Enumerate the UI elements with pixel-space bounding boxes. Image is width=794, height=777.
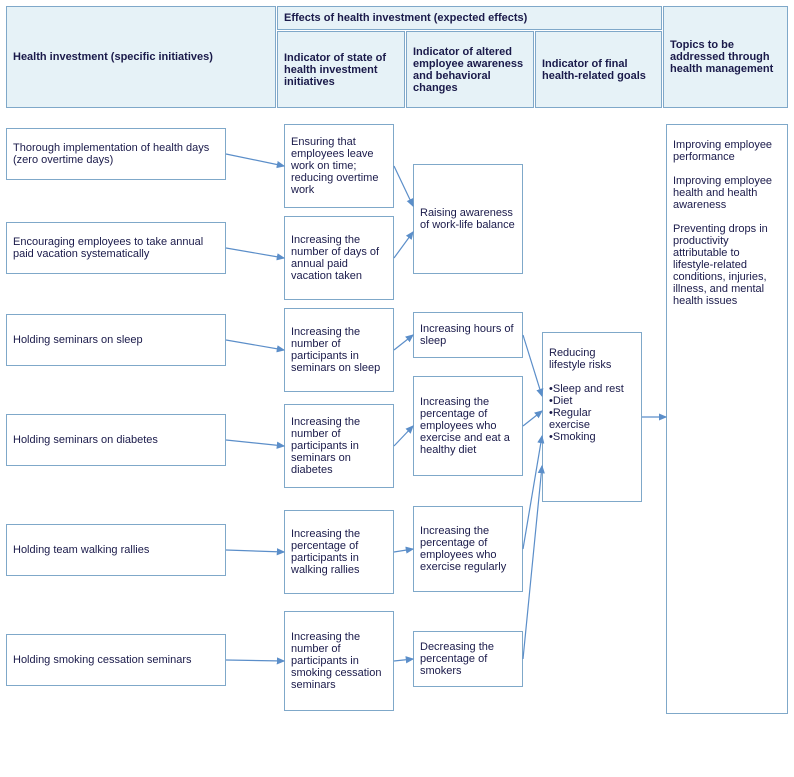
h-col3: Indicator of altered employee awareness …: [406, 31, 534, 108]
c2-text: Increasing hours of sleep: [420, 323, 516, 347]
arrow-10: [394, 549, 413, 552]
arrow-11: [394, 659, 413, 661]
c3: Increasing the percentage of employees w…: [413, 376, 523, 476]
a3-text: Holding seminars on sleep: [13, 334, 143, 346]
a1: Thorough implementation of health days (…: [6, 128, 226, 180]
arrow-5: [226, 660, 284, 661]
c4: Increasing the percentage of employees w…: [413, 506, 523, 592]
b4: Increasing the number of participants in…: [284, 404, 394, 488]
a1-text: Thorough implementation of health days (…: [13, 142, 219, 166]
arrow-12: [523, 335, 542, 396]
c4-text: Increasing the percentage of employees w…: [420, 525, 516, 573]
arrow-2: [226, 340, 284, 350]
d1-text: Reducing lifestyle risks •Sleep and rest…: [549, 347, 635, 443]
d1: Reducing lifestyle risks •Sleep and rest…: [542, 332, 642, 502]
arrow-0: [226, 154, 284, 166]
a4-text: Holding seminars on diabetes: [13, 434, 158, 446]
h-col5: Topics to be addressed through health ma…: [663, 6, 788, 108]
b6: Increasing the number of participants in…: [284, 611, 394, 711]
h-col5-text: Topics to be addressed through health ma…: [670, 39, 781, 75]
h-col3-text: Indicator of altered employee awareness …: [413, 46, 527, 94]
arrow-15: [523, 466, 542, 659]
b1-text: Ensuring that employees leave work on ti…: [291, 136, 387, 196]
h-col2: Indicator of state of health investment …: [277, 31, 405, 108]
arrow-7: [394, 232, 413, 258]
arrow-6: [394, 166, 413, 206]
arrow-8: [394, 335, 413, 350]
h-span-text: Effects of health investment (expected e…: [284, 12, 527, 24]
arrow-1: [226, 248, 284, 258]
h-col1-text: Health investment (specific initiatives): [13, 51, 213, 63]
b5: Increasing the percentage of participant…: [284, 510, 394, 594]
c5-text: Decreasing the percentage of smokers: [420, 641, 516, 677]
a5-text: Holding team walking rallies: [13, 544, 149, 556]
b3-text: Increasing the number of participants in…: [291, 326, 387, 374]
arrow-4: [226, 550, 284, 552]
b2: Increasing the number of days of annual …: [284, 216, 394, 300]
a6: Holding smoking cessation seminars: [6, 634, 226, 686]
b4-text: Increasing the number of participants in…: [291, 416, 387, 476]
c2: Increasing hours of sleep: [413, 312, 523, 358]
e1-text: Improving employee performance Improving…: [673, 139, 781, 307]
arrow-3: [226, 440, 284, 446]
arrow-13: [523, 411, 542, 426]
a3: Holding seminars on sleep: [6, 314, 226, 366]
h-col1: Health investment (specific initiatives): [6, 6, 276, 108]
h-col4-text: Indicator of final health-related goals: [542, 58, 655, 82]
c1: Raising awareness of work-life balance: [413, 164, 523, 274]
c5: Decreasing the percentage of smokers: [413, 631, 523, 687]
e1: Improving employee performance Improving…: [666, 124, 788, 714]
c3-text: Increasing the percentage of employees w…: [420, 396, 516, 456]
h-col4: Indicator of final health-related goals: [535, 31, 662, 108]
a2-text: Encouraging employees to take annual pai…: [13, 236, 219, 260]
arrow-9: [394, 426, 413, 446]
c1-text: Raising awareness of work-life balance: [420, 207, 516, 231]
a5: Holding team walking rallies: [6, 524, 226, 576]
b5-text: Increasing the percentage of participant…: [291, 528, 387, 576]
h-col2-text: Indicator of state of health investment …: [284, 52, 398, 88]
b1: Ensuring that employees leave work on ti…: [284, 124, 394, 208]
h-span: Effects of health investment (expected e…: [277, 6, 662, 30]
a6-text: Holding smoking cessation seminars: [13, 654, 192, 666]
b2-text: Increasing the number of days of annual …: [291, 234, 387, 282]
a4: Holding seminars on diabetes: [6, 414, 226, 466]
diagram-wrap: Health investment (specific initiatives)…: [6, 6, 788, 771]
b3: Increasing the number of participants in…: [284, 308, 394, 392]
b6-text: Increasing the number of participants in…: [291, 631, 387, 691]
arrow-14: [523, 436, 542, 549]
a2: Encouraging employees to take annual pai…: [6, 222, 226, 274]
